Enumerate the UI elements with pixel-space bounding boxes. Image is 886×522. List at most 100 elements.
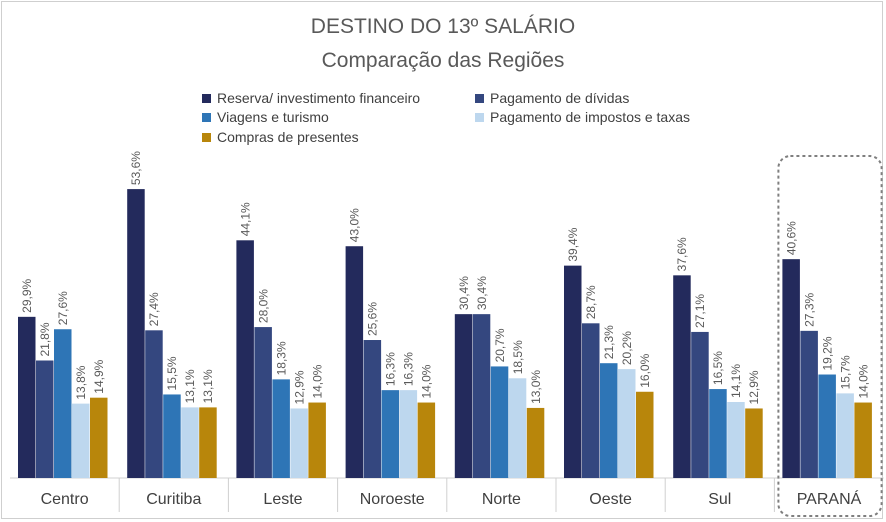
legend-swatch [202,93,211,103]
bar [272,379,290,478]
bar [236,240,254,478]
bar [472,314,491,478]
legend-swatch [475,112,484,122]
data-label: 21,3% [602,325,616,359]
x-tick-label: Oeste [589,491,632,508]
data-label: 28,7% [584,285,598,319]
bar [417,402,436,478]
bar [600,363,618,478]
data-label: 44,1% [238,202,252,236]
data-label: 14,0% [856,364,870,398]
legend-label: Compras de presentes [217,129,359,145]
data-label: 13,1% [201,369,215,403]
data-label: 40,6% [784,221,798,255]
bar [72,403,90,478]
data-label: 21,8% [38,322,52,356]
data-label: 13,0% [529,370,543,404]
x-tick-label: Noroeste [360,491,425,508]
legend-item-presentes: Compras de presentes [202,128,359,146]
bar [490,366,509,478]
x-tick-label: PARANÁ [797,489,862,508]
data-label: 14,1% [729,364,743,398]
data-label: 20,2% [620,331,634,365]
bar [508,378,527,478]
data-label: 13,1% [183,369,197,403]
highlight-box [777,155,883,517]
bar [709,389,727,478]
legend-item-impostos: Pagamento de impostos e taxas [475,108,690,126]
bar [800,330,818,478]
bar [54,329,72,478]
legend-item-viagens: Viagens e turismo [202,108,329,126]
data-label: 18,3% [274,341,288,375]
bar [564,265,582,478]
x-tick-label: Centro [41,491,89,508]
bar [854,402,872,478]
bar [145,330,163,478]
data-label: 27,3% [802,292,816,326]
data-label: 20,7% [493,328,507,362]
bar [127,189,145,478]
bar [36,360,54,478]
bar [381,390,400,478]
data-label: 25,6% [366,302,380,336]
bar [399,390,418,478]
data-label: 29,9% [20,278,34,312]
bar [691,331,709,478]
data-label: 15,5% [165,356,179,390]
bar [727,402,745,478]
bar [18,316,36,478]
data-label: 39,4% [566,227,580,261]
data-label: 30,4% [457,276,471,310]
data-label: 37,6% [675,237,689,271]
data-label: 43,0% [348,208,362,242]
data-label: 27,1% [693,294,707,328]
data-label: 16,5% [711,351,725,385]
bar [636,391,654,478]
data-label: 16,3% [384,352,398,386]
data-label: 14,0% [420,364,434,398]
bar [782,259,800,478]
bar [673,275,691,478]
legend-label: Reserva/ investimento financeiro [217,90,421,106]
x-tick-label: Norte [482,491,521,508]
data-label: 15,7% [838,355,852,389]
legend-label: Viagens e turismo [217,109,329,125]
bar [90,397,108,478]
bar [290,408,308,478]
bar [181,407,199,478]
legend-swatch [475,93,484,103]
x-tick-label: Leste [263,491,302,508]
bar [818,374,836,478]
chart-subtitle: Comparação das Regiões [321,49,565,72]
x-tick-label: Curitiba [146,491,201,508]
legend-swatch [202,112,211,122]
chart-title: DESTINO DO 13º SALÁRIO [310,15,576,38]
bar [582,323,600,478]
data-label: 12,9% [747,370,761,404]
legend-swatch [202,132,211,142]
data-label: 13,8% [74,365,88,399]
x-tick-label: Sul [708,491,731,508]
data-label: 14,9% [92,359,106,393]
data-label: 14,0% [310,364,324,398]
bar [363,340,382,478]
legend-item-reserva: Reserva/ investimento financeiro [202,89,420,107]
data-label: 16,3% [402,352,416,386]
bar [345,246,364,478]
data-label: 12,9% [292,370,306,404]
data-label: 53,6% [129,151,143,185]
data-label: 28,0% [256,289,270,323]
bar [618,369,636,478]
legend-label: Pagamento de impostos e taxas [490,109,691,125]
legend-label: Pagamento de dívidas [490,90,630,106]
data-label: 16,0% [638,353,652,387]
bar [163,394,181,478]
data-label: 27,4% [147,292,161,326]
data-label: 18,5% [511,340,525,374]
data-label: 27,6% [56,291,70,325]
bar [454,314,473,478]
bar [308,402,326,478]
bar [836,393,854,478]
